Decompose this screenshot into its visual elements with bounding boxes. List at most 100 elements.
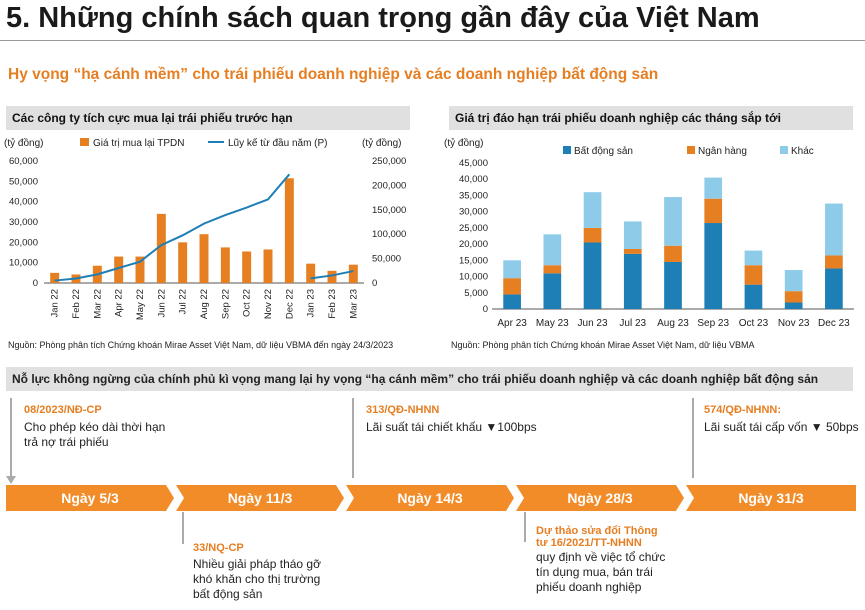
x-tick-label: Sep 23 [697,318,729,329]
right-y-tick-label: 100,000 [372,229,406,240]
cumulative-line [310,270,354,280]
event-text-line: Cho phép kéo dài thời hạn [24,420,166,434]
left-y-tick-label: 30,000 [9,217,38,228]
legend-swatch [563,146,571,154]
legend-swatch [780,146,788,154]
right-y-tick-label: 200,000 [372,180,406,191]
timeline-event-4: Dự thảo sửa đổi Thông tư 16/2021/TT-NHNN… [536,525,665,595]
timeline-connector [10,398,12,478]
x-tick-label: Jun 23 [578,318,608,329]
event-code: 574/QĐ-NHNN: [704,404,782,416]
event-text-line: trả nợ trái phiếu [24,435,109,449]
event-text-line: tín dụng mua, bán trái [536,565,653,579]
timeline-connector [692,398,694,478]
stacked-bar-segment [704,198,723,224]
left-y-tick-label: 60,000 [9,156,38,167]
y-tick-label: 35,000 [459,190,488,201]
stacked-bar-segment [744,250,763,266]
event-code: tư 16/2021/TT-NHNN [536,537,642,549]
x-tick-label: Feb 22 [71,289,82,319]
stacked-bar-segment [583,242,602,309]
timeline-event-5: 574/QĐ-NHNN: Lãi suất tái cấp vốn ▼ 50bp… [704,404,859,435]
x-tick-label: Dec 23 [818,318,850,329]
timeline-event-3: 313/QĐ-NHNN Lãi suất tái chiết khấu ▼100… [366,404,537,435]
cumulative-line [54,173,291,282]
x-tick-label: Aug 22 [199,289,210,319]
bar [199,234,209,283]
x-tick-label: Apr 22 [114,289,125,317]
left-y-tick-label: 10,000 [9,258,38,269]
bar [135,256,145,283]
bar [284,178,294,283]
stacked-bar-segment [503,278,521,295]
timeline-date-3: Ngày 14/3 [346,485,514,511]
y-tick-label: 25,000 [459,223,488,234]
stacked-bar-segment [664,197,682,246]
event-text-line: bất động sản [193,587,263,601]
y-tick-label: 30,000 [459,207,488,218]
legend-label: Bất động sản [574,145,633,157]
stacked-bar-segment [623,248,642,254]
x-tick-label: May 23 [536,318,569,329]
bar [348,264,358,283]
x-tick-label: Aug 23 [657,318,689,329]
stacked-bar-segment [543,273,562,309]
timeline-heading: Nỗ lực không ngừng của chính phủ kì vọng… [6,367,853,391]
stacked-bar-segment [664,245,682,262]
bar [220,247,230,283]
y-tick-label: 20,000 [459,239,488,250]
bar [327,270,337,283]
stacked-bar-segment [543,265,562,274]
x-tick-label: Oct 23 [739,318,769,329]
event-text-line: Lãi suất tái chiết khấu ▼100bps [366,420,537,434]
event-text-line: phiếu doanh nghiệp [536,580,642,594]
event-code: Dự thảo sửa đổi Thông [536,525,658,537]
left-chart: (tỷ đồng) (tỷ đồng) Giá trị mua lại TPDN Lũ… [4,137,406,320]
y-tick-label: 40,000 [459,174,488,185]
event-text-line: Nhiều giải pháp tháo gỡ [193,557,321,571]
bar [50,272,60,283]
left-y-tick-label: 0 [33,278,38,289]
bar [306,263,316,283]
y-tick-label: 15,000 [459,255,488,266]
x-tick-label: Apr 23 [497,318,527,329]
left-chart-heading: Các công ty tích cực mua lại trái phiếu … [6,106,410,130]
stacked-bar-segment [784,302,803,309]
right-chart: (tỷ đồng) Bất động sản Ngân hàng Khác 0 5,000… [444,137,854,329]
right-y-tick-label: 0 [372,278,377,289]
y-tick-label: 10,000 [459,272,488,283]
x-tick-label: May 22 [135,289,146,320]
left-y-axis-title: (tỷ đồng) [4,137,43,149]
x-tick-label: Mar 22 [92,289,103,319]
page-title: 5. Những chính sách quan trọng gần đây c… [6,2,760,34]
stacked-bar-segment [623,253,642,309]
stacked-bar-segment [503,294,521,309]
event-text-line: Lãi suất tái cấp vốn ▼ 50bps [704,420,859,434]
stacked-bar-segment [825,255,843,269]
stacked-bar-segment [503,260,521,279]
title-divider [0,40,865,41]
stacked-bar-segment [583,227,602,243]
page-subtitle: Hy vọng “hạ cánh mềm” cho trái phiếu doa… [8,66,659,83]
stacked-bar-segment [744,284,763,309]
event-text-line: khó khăn cho thị trường [193,572,321,586]
x-tick-label: Jul 23 [619,318,646,329]
timeline-event-1: 08/2023/NĐ-CP Cho phép kéo dài thời hạn … [24,404,165,450]
stacked-bar-segment [784,270,803,292]
left-y-tick-label: 50,000 [9,176,38,187]
stacked-bar-segment [543,234,562,266]
timeline-connector-arrow [6,476,16,484]
event-code: 08/2023/NĐ-CP [24,404,102,416]
legend-label: Ngân hàng [698,146,747,157]
x-tick-label: Mar 23 [348,289,359,319]
bar [263,249,273,283]
stacked-bar-segment [825,268,843,309]
x-tick-label: Jun 22 [156,289,167,318]
bar [178,242,188,283]
stacked-bar-segment [784,291,803,303]
y-tick-label: 45,000 [459,158,488,169]
legend-swatch [687,146,695,154]
event-text-line: quy định về việc tổ chức [536,550,666,564]
x-tick-label: Feb 23 [327,289,338,319]
legend-label-line: Lũy kế từ đầu năm (P) [228,137,328,149]
